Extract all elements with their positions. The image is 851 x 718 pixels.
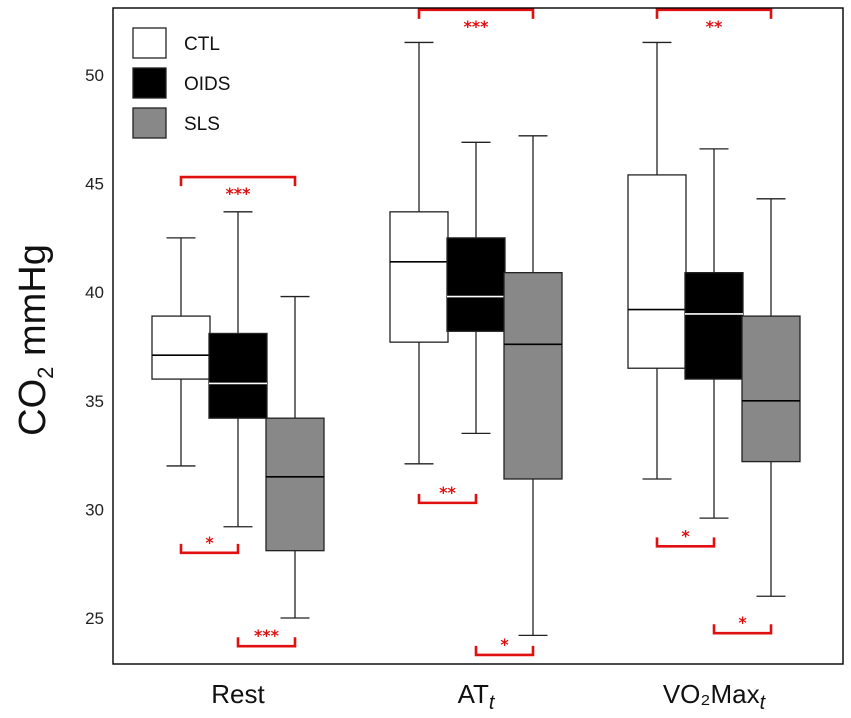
bracket-line	[179, 175, 297, 187]
significance-bracket: *	[655, 526, 716, 548]
significance-bracket: **	[655, 8, 773, 36]
legend: CTL OIDS SLS	[132, 27, 230, 139]
legend-item-ctl: CTL	[132, 27, 220, 59]
iqr-box	[151, 315, 211, 380]
significance-stars: ***	[254, 626, 280, 645]
iqr-box	[446, 237, 506, 332]
y-tick-label: 45	[85, 175, 104, 194]
y-tick-label: 50	[85, 66, 104, 85]
box-sls-1	[265, 295, 325, 619]
significance-bracket: **	[417, 483, 478, 505]
x-category-label: Rest	[211, 679, 265, 709]
y-axis-label: CO2 mmHg	[12, 244, 58, 436]
box-sls-3	[741, 198, 801, 597]
iqr-box	[265, 417, 325, 552]
significance-bracket: ***	[236, 626, 297, 648]
significance-stars: *	[738, 613, 747, 632]
legend-swatch	[132, 107, 167, 139]
legend-item-sls: SLS	[132, 107, 220, 139]
significance-bracket: ***	[417, 8, 535, 36]
legend-item-oids: OIDS	[132, 67, 230, 99]
significance-bracket: *	[474, 635, 535, 657]
significance-stars: *	[681, 526, 690, 545]
box-oids-2	[446, 141, 506, 435]
bracket-line	[417, 8, 535, 19]
legend-label: CTL	[184, 34, 220, 55]
y-axis-ticks: 25 30 35 40 45 50	[85, 66, 104, 628]
bracket-line	[236, 637, 297, 648]
legend-label: SLS	[184, 114, 220, 135]
x-category-label: VO₂Maxt	[663, 679, 767, 714]
significance-stars: ***	[225, 184, 251, 203]
box-series	[151, 41, 801, 637]
y-tick-label: 30	[85, 500, 104, 519]
iqr-box	[741, 315, 801, 463]
x-axis-category-labels: Rest ATt VO₂Maxt	[211, 679, 766, 714]
significance-stars: **	[706, 17, 723, 36]
bracket-line	[417, 493, 478, 505]
legend-swatch	[132, 27, 167, 59]
significance-bracket: ***	[179, 175, 297, 203]
bracket-line	[712, 624, 773, 635]
box-ctl-2	[389, 41, 449, 465]
significance-stars: *	[205, 533, 214, 552]
bracket-line	[655, 8, 773, 19]
iqr-box	[389, 211, 449, 343]
y-tick-label: 35	[85, 392, 104, 411]
significance-stars: **	[439, 483, 456, 502]
iqr-box	[503, 272, 563, 480]
iqr-box	[208, 332, 268, 419]
iqr-box	[627, 174, 687, 369]
box-ctl-3	[627, 41, 687, 480]
y-tick-label: 40	[85, 283, 104, 302]
significance-bracket: *	[179, 533, 240, 555]
significance-stars: *	[500, 635, 509, 654]
bracket-line	[474, 645, 535, 657]
legend-swatch	[132, 67, 167, 99]
iqr-box	[684, 272, 744, 380]
legend-label: OIDS	[184, 74, 230, 95]
bracket-line	[655, 537, 716, 548]
plot-frame	[112, 7, 844, 665]
box-ctl-1	[151, 237, 211, 467]
box-oids-1	[208, 211, 268, 528]
x-category-label: ATt	[458, 679, 496, 714]
box-sls-2	[503, 135, 563, 637]
y-axis-title: CO2 mmHg	[12, 244, 58, 436]
box-oids-3	[684, 148, 744, 519]
y-tick-label: 25	[85, 609, 104, 628]
significance-brackets: *****************	[179, 8, 773, 657]
significance-stars: ***	[463, 17, 489, 36]
significance-bracket: *	[712, 613, 773, 635]
bracket-line	[179, 543, 240, 555]
